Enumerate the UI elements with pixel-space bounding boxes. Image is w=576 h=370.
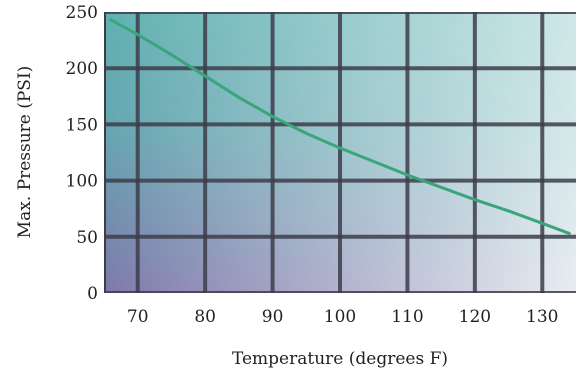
y-tick-label: 100 [66, 172, 98, 192]
y-tick-label: 200 [66, 59, 98, 79]
y-axis-ticks: 0 50 100 150 200 250 [66, 3, 98, 304]
data-point [170, 53, 173, 56]
data-point [305, 132, 308, 135]
data-point [372, 160, 375, 163]
data-point [136, 33, 139, 36]
data-point [541, 222, 544, 225]
x-tick-label: 110 [391, 307, 423, 327]
data-point [406, 173, 409, 177]
x-axis-ticks: 70 80 90 100 110 120 130 [127, 307, 559, 327]
grid [104, 12, 576, 293]
data-point [507, 209, 510, 213]
data-point [568, 232, 571, 235]
x-tick-label: 100 [324, 307, 356, 327]
y-tick-label: 250 [66, 3, 98, 23]
x-tick-label: 80 [194, 307, 216, 327]
x-tick-label: 120 [459, 307, 491, 327]
data-point [473, 198, 477, 201]
x-tick-label: 130 [526, 307, 558, 327]
x-axis-label: Temperature (degrees F) [232, 349, 448, 369]
y-tick-label: 0 [87, 284, 98, 304]
data-point [439, 186, 443, 189]
data-point [237, 96, 241, 99]
y-tick-label: 50 [76, 228, 98, 248]
data-point [109, 18, 112, 22]
series-layer [109, 18, 571, 235]
y-tick-label: 150 [66, 115, 98, 135]
data-point [203, 74, 207, 78]
x-tick-label: 90 [262, 307, 284, 327]
y-axis-label: Max. Pressure (PSI) [15, 66, 35, 239]
data-point [338, 146, 342, 150]
data-point [271, 115, 274, 118]
x-tick-label: 70 [127, 307, 149, 327]
